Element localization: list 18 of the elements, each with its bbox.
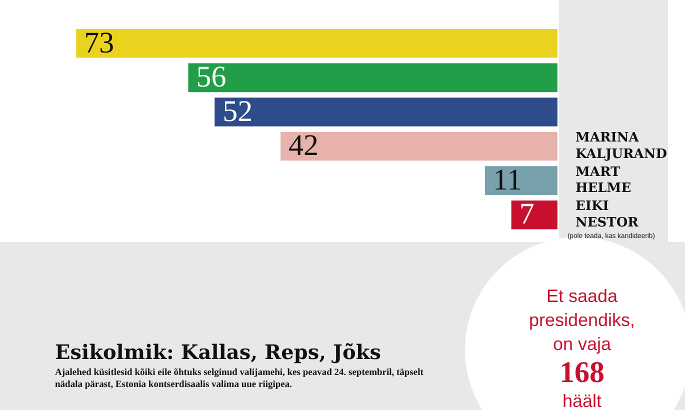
bar: [511, 200, 558, 230]
data-label: 52: [222, 94, 253, 128]
y-tick-label: MART HELME: [575, 164, 632, 196]
y-tick-label: MARINA KALJURAND: [575, 130, 668, 162]
bar: [280, 132, 558, 161]
y-tick-label: EIKI NESTOR: [575, 199, 639, 230]
bar: [76, 28, 558, 58]
bar: [214, 98, 558, 126]
data-label: 56: [196, 60, 226, 94]
data-label: 7: [519, 198, 534, 231]
data-label: 11: [492, 163, 522, 196]
text: Esikolmik: Kallas, Reps, Jõks: [55, 339, 381, 365]
text: Et saada presidendiks, on vaja 168 häält: [528, 285, 636, 410]
data-label: 42: [288, 129, 319, 162]
text: Ajalehed küsitlesid kõiki eile õhtuks selginud valijamehi, kes peavad 24. septembril, täpselt nädala pärast, Estonia kontserdisaalis valima uue riigipea.: [55, 368, 424, 391]
bar: [484, 166, 558, 195]
bar: [188, 63, 558, 92]
data-label: 73: [84, 26, 114, 60]
